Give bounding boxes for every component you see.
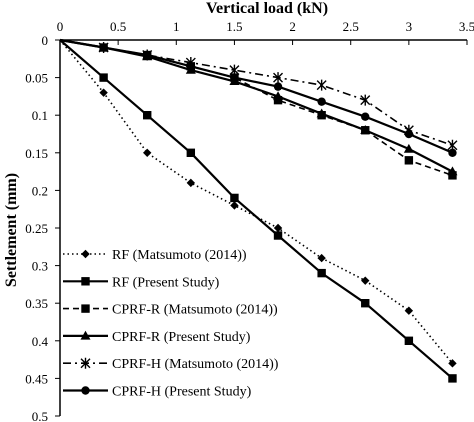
y-tick-label: 0.05 [25,71,48,86]
data-point [99,88,108,97]
y-tick-label: 0.4 [32,334,49,349]
legend-label: RF (Present Study) [112,275,220,290]
x-tick-label: 2.5 [343,19,359,34]
data-point [448,171,457,180]
x-tick-label: 0 [57,19,64,34]
data-point [273,223,283,233]
y-tick-label: 0.2 [32,183,48,198]
series-5 [59,39,458,151]
x-tick-label: 2 [289,19,296,34]
data-point [273,91,284,101]
data-point [448,359,457,368]
legend-marker [81,304,90,313]
data-point [317,268,326,278]
x-axis-title: Vertical load (kN) [206,0,328,17]
star-stroke [316,79,327,91]
legend-label: CPRF-R (Matsumoto (2014)) [112,303,278,318]
series-3 [59,39,457,180]
data-point [273,231,283,240]
data-point [317,253,326,263]
data-point [447,166,458,176]
star-stroke [360,94,371,106]
legend-marker [81,386,90,395]
data-point [143,111,152,120]
legend-item-2: RF (Present Study) [63,275,220,290]
legend: RF (Matsumoto (2014)) RF (Present Study) C… [63,248,279,400]
legend-marker [80,357,91,369]
data-point [186,148,196,157]
axes: 0 0.5 1 1.5 2 2.5 3 3.5 0 0.05 0.1 0.15 0.2 0.25 0.3 0.… [25,19,474,422]
y-tick-label: 0.3 [32,259,48,274]
legend-label: CPRF-H (Matsumoto (2014)) [112,357,279,372]
y-tick-label: 0.45 [25,371,48,386]
data-point [404,156,414,165]
data-point [273,72,284,84]
star-stroke [273,72,284,84]
data-point [361,276,370,285]
legend-label: RF (Matsumoto (2014)) [112,248,247,263]
legend-marker [81,277,90,286]
legend-label: CPRF-R (Present Study) [112,330,251,345]
data-point [361,299,370,308]
legend-marker [80,330,91,340]
data-point [230,201,239,210]
data-point [230,193,239,203]
y-tick-label: 0.35 [25,296,48,311]
y-tick-label: 0.15 [25,146,48,161]
data-point [403,143,414,153]
data-point [230,73,239,82]
data-point [316,108,327,118]
data-point [404,306,414,315]
data-point [143,50,152,60]
legend-item-6: CPRF-H (Present Study) [63,385,252,400]
legend-item-5: CPRF-H (Matsumoto (2014)) [63,357,279,372]
series-6 [59,38,457,157]
y-tick-label: 0.25 [25,221,48,236]
legend-item-3: CPRF-R (Matsumoto (2014)) [63,303,278,318]
data-point [186,178,196,188]
data-point [404,336,414,345]
legend-item-1: RF (Matsumoto (2014)) [63,248,247,263]
x-tick-label: 3.5 [459,19,474,34]
series-line [59,38,453,154]
data-point [360,94,371,106]
series-layer [59,38,458,383]
x-tick-label: 0.5 [110,19,126,34]
data-point [99,43,108,52]
data-point [404,129,414,139]
series-line [59,38,454,173]
data-point [448,148,457,157]
series-line [59,39,453,177]
series-2 [59,39,457,383]
y-tick-label: 0 [42,33,49,48]
x-tick-label: 3 [406,19,413,34]
y-axis-title: Settlement (mm) [3,173,20,287]
data-point [448,374,457,383]
y-tick-label: 0.1 [32,108,48,123]
x-tick-label: 1.5 [226,19,242,34]
data-point [273,95,283,105]
legend-item-4: CPRF-R (Present Study) [63,330,251,345]
y-tick-label: 0.5 [32,409,48,422]
data-point [316,79,327,91]
series-line [59,39,454,380]
data-point [361,112,370,121]
series-4 [59,38,458,176]
legend-marker [81,249,90,259]
data-point [99,73,108,82]
x-tick-label: 1 [173,19,180,34]
legend-label: CPRF-H (Present Study) [112,385,252,400]
data-point [143,148,152,157]
data-point [317,97,326,106]
series-1 [59,39,457,368]
star-stroke [80,357,91,369]
data-point [273,82,283,91]
data-point [186,62,196,71]
series-line [59,39,453,147]
data-point [360,125,371,134]
